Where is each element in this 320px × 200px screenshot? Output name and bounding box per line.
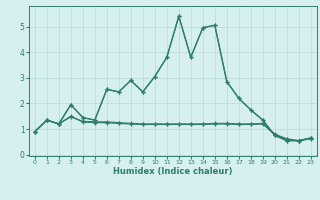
X-axis label: Humidex (Indice chaleur): Humidex (Indice chaleur)	[113, 167, 233, 176]
